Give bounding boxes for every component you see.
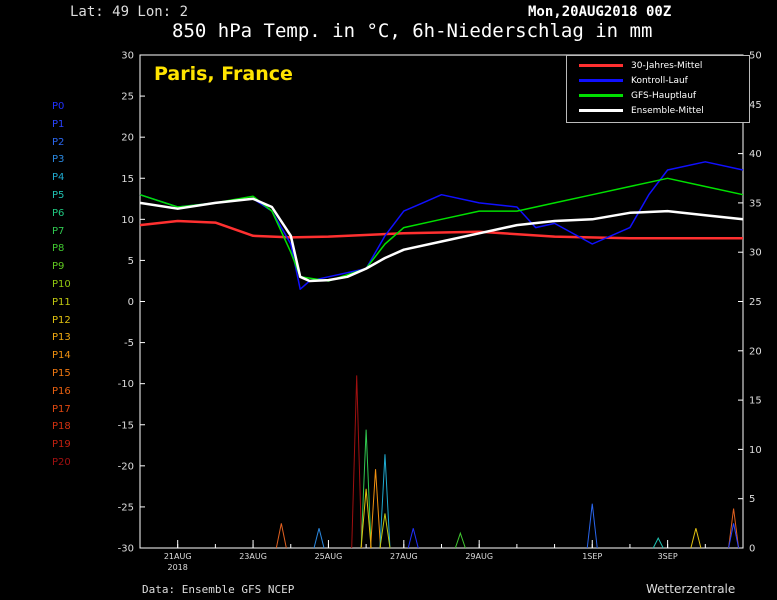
member-label: P7 (52, 225, 65, 237)
y-right-tick-label: 35 (749, 198, 762, 209)
legend-swatch (579, 64, 623, 67)
y-right-tick-label: 20 (749, 346, 762, 357)
precipitation-spike (351, 375, 363, 549)
precipitation-spike (690, 528, 702, 549)
member-label: P10 (52, 278, 71, 290)
y-right-tick-label: 15 (749, 396, 762, 407)
x-tick-label: 1SEP (582, 552, 602, 561)
member-label: P20 (52, 456, 71, 468)
legend-swatch (579, 94, 623, 97)
member-label: P11 (52, 296, 71, 308)
x-tick-label: 23AUG (239, 552, 267, 561)
y-right-tick-label: 25 (749, 297, 762, 308)
brand-label: Wetterzentrale (646, 582, 736, 596)
y-right-tick-label: 50 (749, 51, 762, 62)
member-label: P5 (52, 189, 65, 201)
precipitation-spike (379, 454, 391, 549)
member-label: P9 (52, 261, 65, 273)
member-label: P2 (52, 136, 65, 148)
precipitation-spike (586, 503, 598, 549)
legend-label: Kontroll-Lauf (631, 76, 688, 86)
precipitation-spike (407, 528, 419, 549)
y-left-tick-label: 0 (128, 297, 134, 308)
y-left-tick-label: 30 (121, 51, 134, 62)
run-timestamp: Mon,20AUG2018 00Z (528, 4, 672, 20)
plot-area (139, 161, 744, 549)
ensemble-member-list: P0 P1 P2 P3 P4 P5 P6 P7 P8 P9 P10 P11 P1… (52, 98, 71, 472)
member-label: P14 (52, 350, 71, 362)
y-left-tick-label: -15 (118, 420, 134, 431)
y-left-tick-label: -25 (118, 502, 134, 513)
y-right-tick-label: 10 (749, 445, 762, 456)
x-tick-label: 21AUG (164, 552, 192, 561)
precipitation-spike (275, 523, 287, 549)
y-left-tick-label: -5 (124, 338, 134, 349)
member-label: P6 (52, 207, 65, 219)
precipitation-spike (728, 523, 740, 549)
y-right-tick-label: 5 (749, 494, 755, 505)
plot-frame (139, 54, 744, 549)
precipitation-spike (454, 531, 466, 549)
chart-title: 850 hPa Temp. in °C, 6h-Niederschlag in … (172, 20, 653, 42)
series-line (139, 197, 744, 283)
series-line (139, 177, 744, 282)
precipitation-spike (652, 537, 664, 549)
legend-swatch (579, 109, 623, 112)
member-label: P15 (52, 367, 71, 379)
member-label: P18 (52, 421, 71, 433)
y-left-tick-label: -30 (118, 544, 134, 555)
lat-lon-label: Lat: 49 Lon: 2 (70, 4, 189, 20)
precipitation-spike (313, 528, 325, 549)
y-left-tick-label: 5 (128, 256, 134, 267)
legend-entry: Kontroll-Lauf (579, 74, 688, 88)
legend-label: 30-Jahres-Mittel (631, 61, 703, 71)
member-label: P1 (52, 118, 65, 130)
legend-label: Ensemble-Mittel (631, 106, 704, 116)
y-right-tick-label: 45 (749, 100, 762, 111)
precipitation-spike (360, 429, 372, 549)
member-label: P0 (52, 101, 65, 112)
legend-entry: Ensemble-Mittel (579, 104, 704, 118)
y-right-tick-label: 0 (749, 544, 755, 555)
chart-legend: 30-Jahres-Mittel Kontroll-Lauf GFS-Haupt… (566, 55, 750, 123)
x-tick-label: 29AUG (465, 552, 493, 561)
y-right-tick-label: 40 (749, 149, 762, 160)
y-left-tick-label: 15 (121, 174, 134, 185)
y-left-tick-label: -20 (118, 461, 134, 472)
member-label: P17 (52, 403, 71, 415)
member-label: P8 (52, 243, 65, 255)
y-left-tick-label: 10 (121, 215, 134, 226)
member-label: P12 (52, 314, 71, 326)
legend-swatch (579, 79, 623, 82)
member-label: P3 (52, 154, 65, 166)
x-tick-label: 3SEP (658, 552, 678, 561)
location-label: Paris, France (154, 63, 293, 85)
series-line (139, 219, 743, 240)
precipitation-spike (728, 508, 740, 549)
member-label: P16 (52, 385, 71, 397)
data-source-label: Data: Ensemble GFS NCEP (142, 583, 295, 596)
y-left-tick-label: 20 (121, 133, 134, 144)
y-right-tick-label: 30 (749, 248, 762, 259)
member-label: P19 (52, 439, 71, 451)
x-tick-sublabel: 2018 (168, 563, 188, 572)
precipitation-spike (379, 513, 391, 549)
member-label: P13 (52, 332, 71, 344)
x-tick-label: 27AUG (390, 552, 418, 561)
member-label: P4 (52, 172, 65, 184)
legend-entry: 30-Jahres-Mittel (579, 59, 702, 73)
precipitation-spike (370, 469, 382, 549)
legend-label: GFS-Hauptlauf (631, 91, 697, 101)
precipitation-spike (360, 488, 372, 549)
y-left-tick-label: -10 (118, 379, 134, 390)
x-tick-label: 25AUG (315, 552, 343, 561)
y-left-tick-label: 25 (121, 92, 134, 103)
legend-entry: GFS-Hauptlauf (579, 89, 696, 103)
